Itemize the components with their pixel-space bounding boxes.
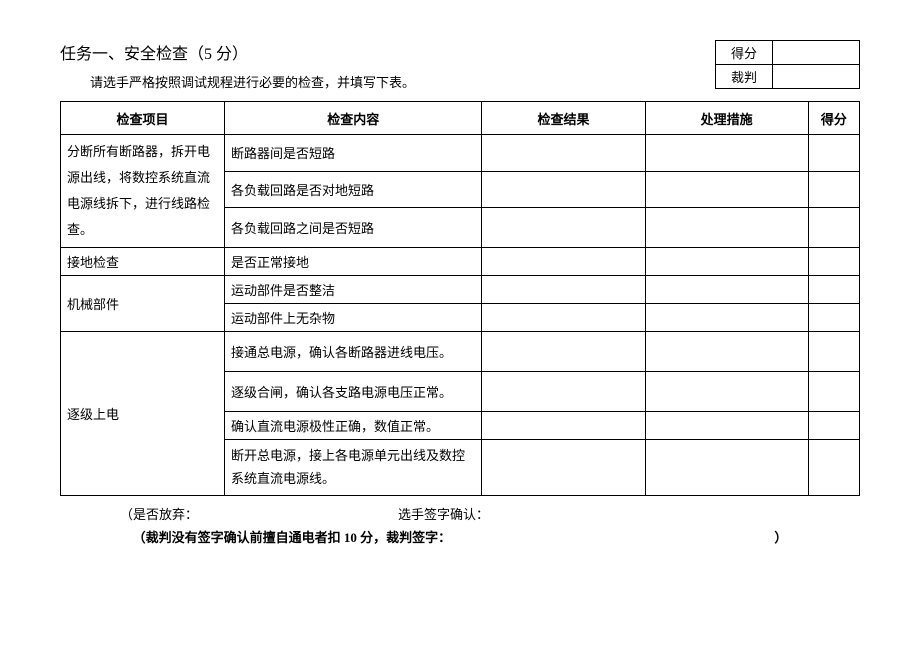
footer: （是否放弃： 选手签字确认： （裁判没有签字确认前擅自通电者扣 10 分，裁判签… <box>60 504 860 546</box>
header-content: 检查内容 <box>225 102 482 135</box>
result-3b[interactable] <box>482 304 645 332</box>
measure-2a[interactable] <box>645 248 808 276</box>
content-3a: 运动部件是否整洁 <box>225 276 482 304</box>
judge-value[interactable] <box>773 65 860 89</box>
score-2a[interactable] <box>808 248 859 276</box>
score-4d[interactable] <box>808 440 859 496</box>
content-1c: 各负载回路之间是否短路 <box>225 208 482 248</box>
result-4d[interactable] <box>482 440 645 496</box>
footer-note: （裁判没有签字确认前擅自通电者扣 10 分，裁判签字： <box>133 530 452 545</box>
project-3: 机械部件 <box>61 276 225 332</box>
measure-1b[interactable] <box>645 171 808 208</box>
measure-1a[interactable] <box>645 135 808 172</box>
abandon-label: （是否放弃： <box>120 504 198 523</box>
inspection-table: 检查项目 检查内容 检查结果 处理措施 得分 分断所有断路器，拆开电源出线，将数… <box>60 101 860 496</box>
result-3a[interactable] <box>482 276 645 304</box>
result-4c[interactable] <box>482 412 645 440</box>
result-4a[interactable] <box>482 332 645 372</box>
result-4b[interactable] <box>482 372 645 412</box>
sign-label: 选手签字确认： <box>398 504 489 523</box>
page-subtitle: 请选手严格按照调试规程进行必要的检查，并填写下表。 <box>90 72 415 91</box>
score-3a[interactable] <box>808 276 859 304</box>
result-1a[interactable] <box>482 135 645 172</box>
score-4c[interactable] <box>808 412 859 440</box>
score-3b[interactable] <box>808 304 859 332</box>
header-score: 得分 <box>808 102 859 135</box>
header-project: 检查项目 <box>61 102 225 135</box>
measure-4d[interactable] <box>645 440 808 496</box>
score-1a[interactable] <box>808 135 859 172</box>
project-1: 分断所有断路器，拆开电源出线，将数控系统直流电源线拆下，进行线路检查。 <box>61 135 225 248</box>
measure-4a[interactable] <box>645 332 808 372</box>
header-result: 检查结果 <box>482 102 645 135</box>
measure-1c[interactable] <box>645 208 808 248</box>
score-4a[interactable] <box>808 332 859 372</box>
measure-3a[interactable] <box>645 276 808 304</box>
content-1b: 各负载回路是否对地短路 <box>225 171 482 208</box>
score-4b[interactable] <box>808 372 859 412</box>
page-title: 任务一、安全检查（5 分） <box>60 40 415 64</box>
content-4a: 接通总电源，确认各断路器进线电压。 <box>225 332 482 372</box>
content-4d: 断开总电源，接上各电源单元出线及数控系统直流电源线。 <box>225 440 482 496</box>
measure-4c[interactable] <box>645 412 808 440</box>
project-4: 逐级上电 <box>61 332 225 496</box>
judge-label: 裁判 <box>716 65 773 89</box>
content-1a: 断路器间是否短路 <box>225 135 482 172</box>
footer-close: ） <box>774 530 787 545</box>
score-value[interactable] <box>773 41 860 65</box>
score-1b[interactable] <box>808 171 859 208</box>
measure-4b[interactable] <box>645 372 808 412</box>
header-measure: 处理措施 <box>645 102 808 135</box>
result-2a[interactable] <box>482 248 645 276</box>
score-box: 得分 裁判 <box>715 40 860 89</box>
result-1c[interactable] <box>482 208 645 248</box>
content-3b: 运动部件上无杂物 <box>225 304 482 332</box>
content-2a: 是否正常接地 <box>225 248 482 276</box>
result-1b[interactable] <box>482 171 645 208</box>
score-label: 得分 <box>716 41 773 65</box>
score-1c[interactable] <box>808 208 859 248</box>
content-4b: 逐级合闸，确认各支路电源电压正常。 <box>225 372 482 412</box>
project-2: 接地检查 <box>61 248 225 276</box>
content-4c: 确认直流电源极性正确，数值正常。 <box>225 412 482 440</box>
measure-3b[interactable] <box>645 304 808 332</box>
